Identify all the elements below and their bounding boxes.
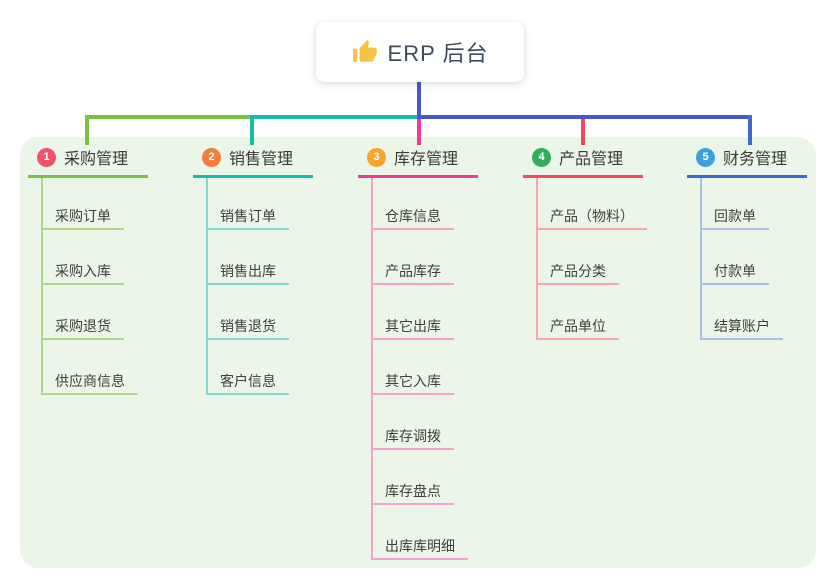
root-node[interactable]: ERP 后台	[316, 22, 524, 82]
child-node[interactable]: 销售退货	[206, 314, 289, 340]
bus-segment-green	[85, 115, 254, 119]
child-connector-rail	[536, 178, 538, 340]
child-node[interactable]: 出库库明细	[371, 534, 468, 560]
bus-segment-teal	[252, 115, 419, 119]
child-node[interactable]: 回款单	[700, 204, 769, 230]
child-node[interactable]: 销售出库	[206, 259, 289, 285]
child-connector-rail	[700, 178, 702, 340]
child-node[interactable]: 客户信息	[206, 369, 289, 395]
root-node-label: ERP 后台	[387, 41, 489, 66]
branch-header-label: 销售管理	[229, 151, 294, 168]
child-node[interactable]: 其它出库	[371, 314, 454, 340]
child-node[interactable]: 产品库存	[371, 259, 454, 285]
branches-panel	[20, 137, 816, 568]
branch-header-3[interactable]: 3 库存管理	[358, 146, 478, 178]
bus-segment-blue	[417, 115, 752, 119]
child-node[interactable]: 产品（物料）	[536, 204, 647, 230]
branch-drop-line-1	[85, 115, 89, 145]
child-node[interactable]: 供应商信息	[41, 369, 138, 395]
child-node[interactable]: 产品分类	[536, 259, 619, 285]
branch-header-4[interactable]: 4 产品管理	[523, 146, 643, 178]
child-connector-rail	[41, 178, 43, 395]
branch-number-badge: 4	[532, 147, 551, 167]
child-node[interactable]: 付款单	[700, 259, 769, 285]
child-node[interactable]: 库存调拨	[371, 424, 454, 450]
branch-header-2[interactable]: 2 销售管理	[193, 146, 313, 178]
child-connector-rail	[371, 178, 373, 560]
branch-header-label: 库存管理	[394, 151, 459, 168]
branch-number-badge: 1	[37, 147, 56, 167]
child-node[interactable]: 结算账户	[700, 314, 783, 340]
child-node[interactable]: 采购退货	[41, 314, 124, 340]
branch-header-1[interactable]: 1 采购管理	[28, 146, 148, 178]
branch-header-label: 采购管理	[64, 151, 129, 168]
child-node[interactable]: 采购订单	[41, 204, 124, 230]
branch-header-5[interactable]: 5 财务管理	[687, 146, 807, 178]
branch-drop-line-4	[581, 119, 585, 145]
branch-header-label: 财务管理	[723, 151, 788, 168]
branch-number-badge: 3	[367, 147, 386, 167]
thumbs-up-icon	[352, 40, 377, 62]
child-node[interactable]: 销售订单	[206, 204, 289, 230]
branch-number-badge: 2	[202, 147, 221, 167]
child-node[interactable]: 仓库信息	[371, 204, 454, 230]
branch-header-label: 产品管理	[559, 151, 624, 168]
child-connector-rail	[206, 178, 208, 395]
branch-drop-line-5	[748, 115, 752, 145]
child-node[interactable]: 产品单位	[536, 314, 619, 340]
branch-drop-line-3	[417, 119, 421, 145]
branch-number-badge: 5	[696, 147, 715, 167]
branch-drop-line-2	[250, 115, 254, 145]
root-connector-line	[417, 82, 421, 119]
child-node[interactable]: 采购入库	[41, 259, 124, 285]
child-node[interactable]: 库存盘点	[371, 479, 454, 505]
child-node[interactable]: 其它入库	[371, 369, 454, 395]
